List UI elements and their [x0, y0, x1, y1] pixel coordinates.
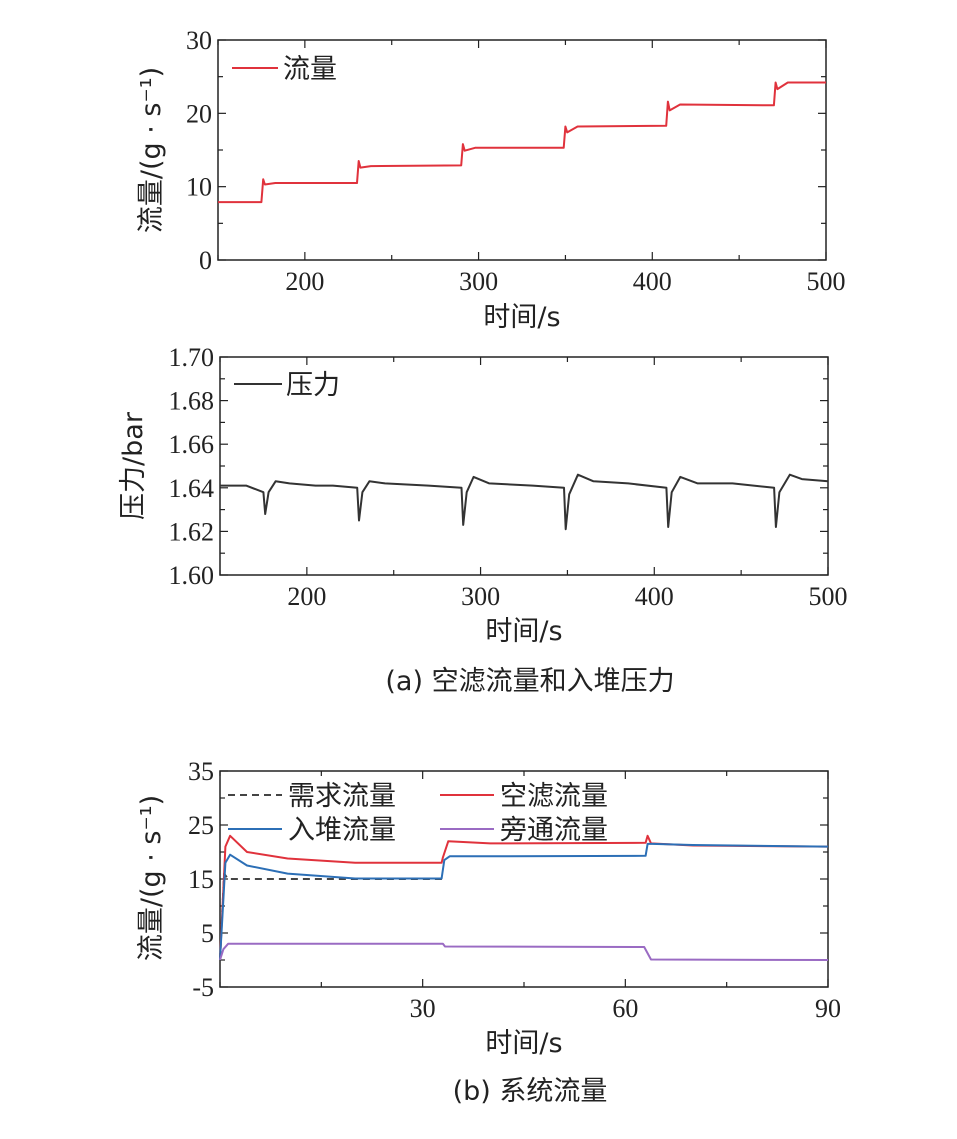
- series-line-0: [218, 81, 826, 204]
- legend-label: 压力: [286, 370, 340, 401]
- legend-label-filter: 空滤流量: [500, 781, 608, 812]
- y-tick-label: -5: [192, 973, 214, 1002]
- series-line-1: [219, 834, 829, 961]
- y-tick-label: 35: [188, 757, 214, 786]
- y-tick-label: 1.62: [169, 517, 215, 546]
- y-tick-label: 1.60: [169, 561, 215, 590]
- caption-a: (a) 空滤流量和入堆压力: [385, 666, 674, 697]
- x-tick-label: 60: [612, 994, 638, 1023]
- series-line-0: [220, 473, 829, 531]
- x-tick-label: 300: [461, 582, 500, 611]
- y-tick-label: 10: [186, 173, 212, 202]
- x-tick-label: 400: [633, 267, 672, 296]
- y-tick-label: 5: [201, 919, 214, 948]
- x-tick-label: 30: [410, 994, 436, 1023]
- tick-layer: 200 300 400 500 1.60 1.62 1.64 1.66 1.68 1.70: [169, 343, 848, 611]
- y-tick-label: 15: [188, 865, 214, 894]
- y-axis-label: 压力/bar: [118, 411, 149, 520]
- chart-system-flow-b: 30 60 90 -5 5 15 25 35 时间/s 流量/(g · s⁻¹) 需求流量 空…: [136, 757, 841, 1059]
- legend-label-stack: 入堆流量: [288, 815, 396, 846]
- x-tick-label: 300: [459, 267, 498, 296]
- legend-label-bypass: 旁通流量: [500, 815, 608, 846]
- x-axis-label: 时间/s: [483, 302, 560, 333]
- x-tick-label: 500: [809, 582, 848, 611]
- x-tick-label: 400: [635, 582, 674, 611]
- series-line-2: [219, 842, 829, 961]
- legend-label: 流量: [283, 54, 337, 85]
- tick-layer: 30 60 90 -5 5 15 25 35: [188, 757, 841, 1023]
- x-tick-label: 90: [815, 994, 841, 1023]
- x-tick-label: 200: [285, 267, 324, 296]
- y-tick-label: 1.66: [169, 430, 215, 459]
- chart-flow-a: 200 300 400 500 0 10 20 30 时间/s 流量/(g · s⁻¹) 流量: [136, 26, 846, 333]
- series-line-0: [219, 872, 443, 961]
- x-tick-label: 200: [287, 582, 326, 611]
- y-tick-label: 1.68: [169, 387, 215, 416]
- x-axis-label: 时间/s: [485, 1028, 562, 1059]
- y-tick-label: 20: [186, 99, 212, 128]
- tick-layer: 200 300 400 500 0 10 20 30: [186, 26, 846, 296]
- y-tick-label: 25: [188, 811, 214, 840]
- series-line-3: [219, 942, 829, 961]
- caption-b: (b) 系统流量: [453, 1076, 608, 1107]
- x-axis-label: 时间/s: [485, 616, 562, 647]
- x-tick-label: 500: [807, 267, 846, 296]
- y-tick-label: 0: [199, 246, 212, 275]
- chart-pressure-a: 200 300 400 500 1.60 1.62 1.64 1.66 1.68 1.70 时间/…: [118, 343, 848, 647]
- series-layer: [219, 834, 829, 961]
- y-tick-label: 1.64: [169, 474, 215, 503]
- y-tick-label: 1.70: [169, 343, 215, 372]
- y-axis-label: 流量/(g · s⁻¹): [136, 795, 167, 961]
- series-layer: [220, 473, 829, 531]
- y-tick-label: 30: [186, 26, 212, 55]
- y-axis-label: 流量/(g · s⁻¹): [136, 67, 167, 233]
- legend-label-demand: 需求流量: [288, 781, 396, 812]
- series-layer: [218, 81, 826, 204]
